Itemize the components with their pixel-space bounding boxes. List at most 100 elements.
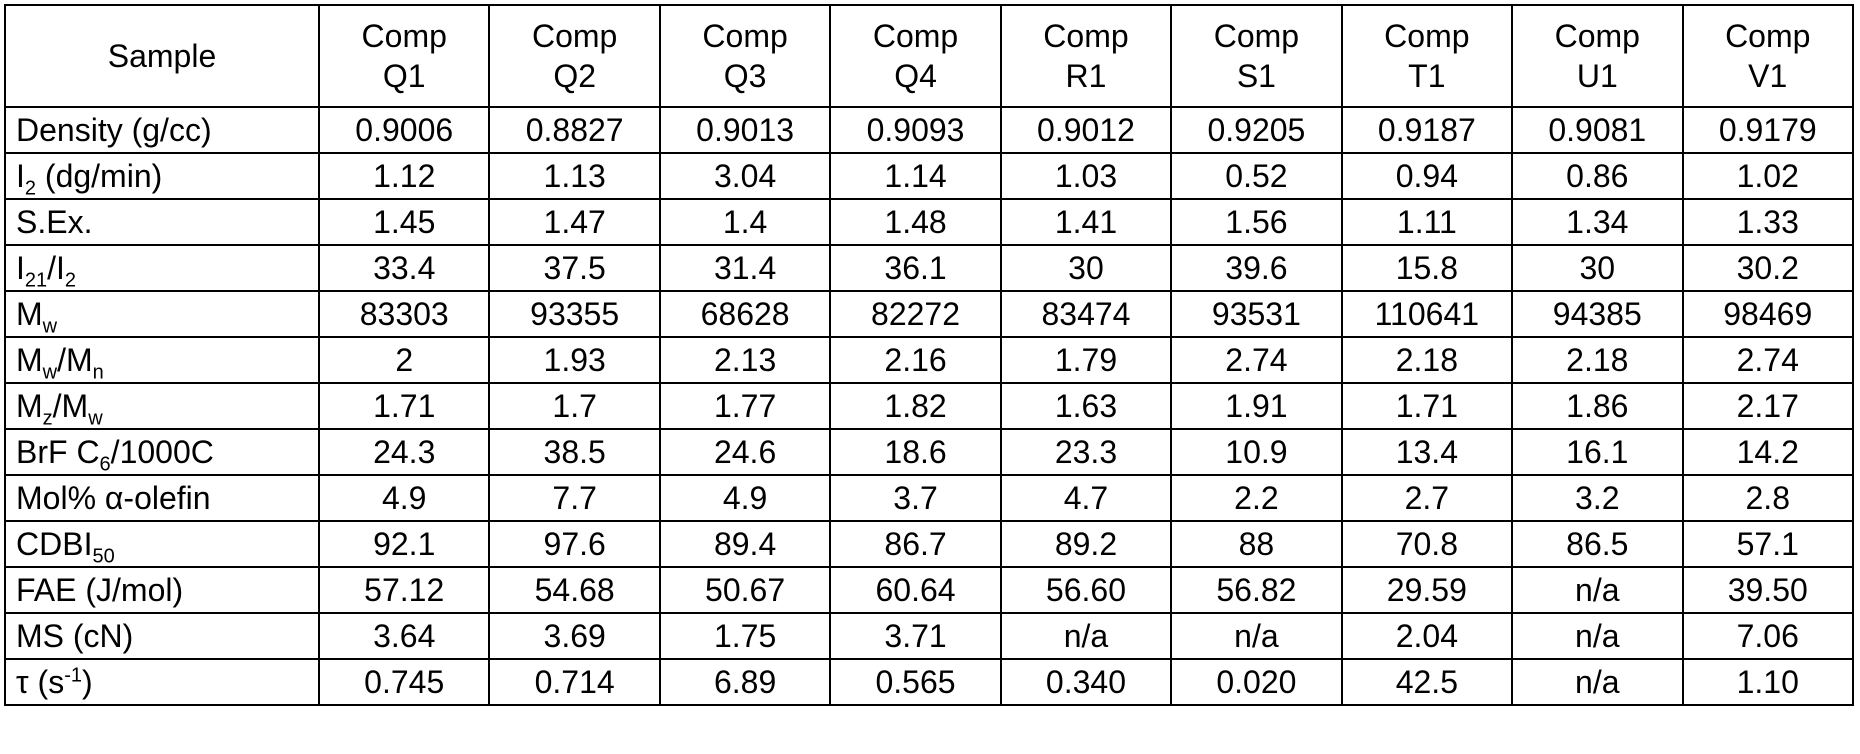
header-line: S1 xyxy=(1237,58,1276,94)
cell: 2.74 xyxy=(1171,337,1341,383)
cell: 0.9205 xyxy=(1171,107,1341,153)
header-line: Comp xyxy=(873,18,958,54)
data-row: Mw83303933556862882272834749353111064194… xyxy=(5,291,1853,337)
cell: 83303 xyxy=(319,291,489,337)
cell: 4.7 xyxy=(1001,475,1171,521)
column-header: CompQ3 xyxy=(660,5,830,107)
header-line: Comp xyxy=(1384,18,1469,54)
cell: n/a xyxy=(1512,567,1682,613)
cell: 1.71 xyxy=(1342,383,1512,429)
cell: 7.7 xyxy=(489,475,659,521)
label-part: Density (g/cc) xyxy=(16,112,212,148)
cell: 1.56 xyxy=(1171,199,1341,245)
cell: 1.02 xyxy=(1683,153,1854,199)
cell: 3.71 xyxy=(830,613,1000,659)
cell: 33.4 xyxy=(319,245,489,291)
cell: 93531 xyxy=(1171,291,1341,337)
cell: 0.9187 xyxy=(1342,107,1512,153)
cell: 1.34 xyxy=(1512,199,1682,245)
cell: 30 xyxy=(1001,245,1171,291)
cell: 86.5 xyxy=(1512,521,1682,567)
cell: 1.10 xyxy=(1683,659,1854,705)
cell: 2.8 xyxy=(1683,475,1854,521)
cell: 3.64 xyxy=(319,613,489,659)
cell: 92.1 xyxy=(319,521,489,567)
data-table: Sample CompQ1CompQ2CompQ3CompQ4CompR1Com… xyxy=(4,4,1854,706)
cell: 50.67 xyxy=(660,567,830,613)
cell: 2.17 xyxy=(1683,383,1854,429)
cell: 30.2 xyxy=(1683,245,1854,291)
row-label: I2 (dg/min) xyxy=(5,153,319,199)
cell: 14.2 xyxy=(1683,429,1854,475)
cell: 2.7 xyxy=(1342,475,1512,521)
column-header: CompR1 xyxy=(1001,5,1171,107)
label-part: z xyxy=(43,407,53,429)
cell: 0.9093 xyxy=(830,107,1000,153)
page: Sample CompQ1CompQ2CompQ3CompQ4CompR1Com… xyxy=(0,4,1860,754)
cell: 0.9012 xyxy=(1001,107,1171,153)
cell: 0.340 xyxy=(1001,659,1171,705)
cell: 30 xyxy=(1512,245,1682,291)
cell: 86.7 xyxy=(830,521,1000,567)
data-row: BrF C6/1000C24.338.524.618.623.310.913.4… xyxy=(5,429,1853,475)
label-part: 50 xyxy=(92,545,114,567)
cell: 0.9081 xyxy=(1512,107,1682,153)
data-row: τ (s-1)0.7450.7146.890.5650.3400.02042.5… xyxy=(5,659,1853,705)
cell: 16.1 xyxy=(1512,429,1682,475)
cell: 1.4 xyxy=(660,199,830,245)
column-header: CompQ1 xyxy=(319,5,489,107)
cell: 1.13 xyxy=(489,153,659,199)
label-part: BrF C xyxy=(16,434,100,470)
row-label: Mw xyxy=(5,291,319,337)
cell: 1.71 xyxy=(319,383,489,429)
cell: 1.41 xyxy=(1001,199,1171,245)
cell: 1.93 xyxy=(489,337,659,383)
label-part: 2 xyxy=(25,177,36,199)
header-line: Q1 xyxy=(383,58,426,94)
cell: 60.64 xyxy=(830,567,1000,613)
row-label: CDBI50 xyxy=(5,521,319,567)
cell: 68628 xyxy=(660,291,830,337)
header-line: R1 xyxy=(1066,58,1107,94)
cell: 2.04 xyxy=(1342,613,1512,659)
cell: 2.18 xyxy=(1512,337,1682,383)
cell: n/a xyxy=(1512,613,1682,659)
label-part: τ (s xyxy=(16,664,64,700)
cell: 1.86 xyxy=(1512,383,1682,429)
column-header: CompQ4 xyxy=(830,5,1000,107)
header-line: Comp xyxy=(702,18,787,54)
cell: 3.7 xyxy=(830,475,1000,521)
header-line: Comp xyxy=(1725,18,1810,54)
label-part: I xyxy=(16,250,25,286)
row-label: Density (g/cc) xyxy=(5,107,319,153)
cell: 83474 xyxy=(1001,291,1171,337)
label-part: n xyxy=(93,361,104,383)
label-part: /1000C xyxy=(111,434,214,470)
cell: 6.89 xyxy=(660,659,830,705)
cell: 1.75 xyxy=(660,613,830,659)
cell: 39.6 xyxy=(1171,245,1341,291)
cell: 0.9013 xyxy=(660,107,830,153)
cell: 3.04 xyxy=(660,153,830,199)
label-part: CDBI xyxy=(16,526,92,562)
cell: 7.06 xyxy=(1683,613,1854,659)
label-part: 6 xyxy=(100,453,111,475)
cell: 82272 xyxy=(830,291,1000,337)
cell: 110641 xyxy=(1342,291,1512,337)
data-row: FAE (J/mol)57.1254.6850.6760.6456.6056.8… xyxy=(5,567,1853,613)
label-part: /M xyxy=(53,388,89,424)
cell: 0.714 xyxy=(489,659,659,705)
header-line: V1 xyxy=(1748,58,1787,94)
cell: 1.48 xyxy=(830,199,1000,245)
label-part: w xyxy=(43,315,57,337)
cell: 0.565 xyxy=(830,659,1000,705)
cell: 56.60 xyxy=(1001,567,1171,613)
label-part: (dg/min) xyxy=(36,158,162,194)
cell: 36.1 xyxy=(830,245,1000,291)
cell: n/a xyxy=(1512,659,1682,705)
row-label: I21/I2 xyxy=(5,245,319,291)
column-header: CompS1 xyxy=(1171,5,1341,107)
row-label: Mol% α-olefin xyxy=(5,475,319,521)
cell: 23.3 xyxy=(1001,429,1171,475)
header-line: Q2 xyxy=(553,58,596,94)
